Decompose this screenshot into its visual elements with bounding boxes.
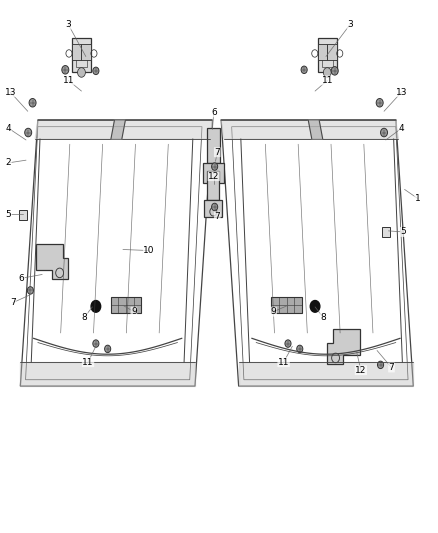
Text: 13: 13 [4,87,16,96]
Circle shape [78,68,85,77]
Text: 2: 2 [6,158,11,167]
Circle shape [310,301,320,312]
Bar [318,38,337,72]
Text: 7: 7 [389,363,394,372]
Circle shape [25,128,32,137]
Text: 8: 8 [320,312,326,321]
Polygon shape [327,329,360,365]
Text: 7: 7 [214,212,220,221]
Circle shape [29,99,36,107]
Bar [207,128,220,163]
Text: 10: 10 [143,246,155,255]
Circle shape [212,203,218,211]
Text: 9: 9 [271,307,276,316]
Circle shape [301,66,307,74]
Bar [318,44,327,60]
Text: 11: 11 [63,76,74,85]
Text: 11: 11 [82,358,94,367]
Bar [72,38,91,72]
Circle shape [331,67,338,75]
Text: 13: 13 [396,87,407,96]
Text: 1: 1 [415,194,420,203]
Text: 11: 11 [321,76,333,85]
Polygon shape [308,120,323,139]
Text: 3: 3 [347,20,353,29]
Text: 9: 9 [131,307,137,316]
Text: 7: 7 [10,298,16,307]
Polygon shape [20,362,195,386]
Circle shape [297,345,303,353]
Polygon shape [111,120,125,139]
Circle shape [91,301,101,312]
Circle shape [212,163,218,170]
Circle shape [378,361,384,368]
Text: 12: 12 [208,172,219,181]
Circle shape [105,345,111,353]
Bar [19,210,27,220]
Text: 3: 3 [66,20,71,29]
Bar [204,200,223,217]
Bar [76,49,87,67]
Bar [72,44,81,60]
Text: 11: 11 [278,358,290,367]
Circle shape [27,287,33,294]
Bar [272,297,302,313]
Circle shape [323,68,331,77]
Bar [327,44,337,60]
Text: 12: 12 [355,366,367,375]
Circle shape [381,128,388,137]
Text: 4: 4 [6,124,11,133]
Circle shape [285,340,291,348]
Circle shape [93,340,99,348]
Bar [81,44,91,60]
Bar [207,171,219,200]
Bar [382,227,390,237]
Polygon shape [239,362,413,386]
Bar [321,49,333,67]
Text: 5: 5 [400,228,406,237]
Polygon shape [35,244,68,279]
Polygon shape [221,120,399,139]
Bar [111,297,141,313]
Circle shape [376,99,383,107]
Text: 7: 7 [214,148,220,157]
Circle shape [62,66,69,74]
Circle shape [93,67,99,75]
Polygon shape [35,120,212,139]
Text: 6: 6 [19,273,25,282]
Text: 6: 6 [211,108,217,117]
Text: 8: 8 [81,312,88,321]
Bar [203,163,224,183]
Text: 5: 5 [6,210,11,219]
Text: 4: 4 [399,124,404,133]
